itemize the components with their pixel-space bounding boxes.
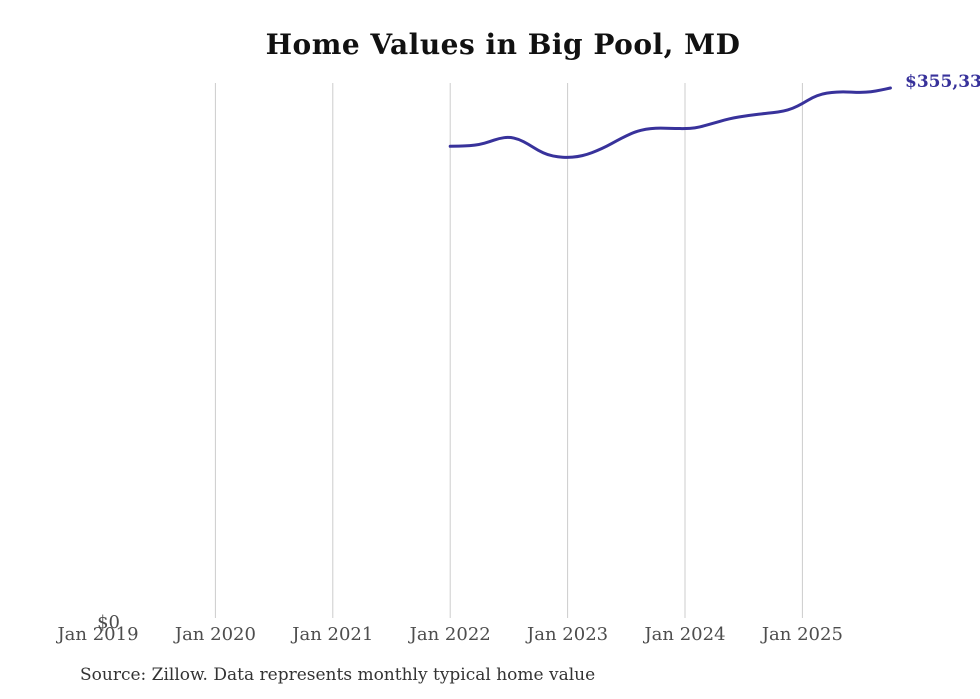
x-tick-label: Jan 2022: [408, 624, 491, 645]
source-note: Source: Zillow. Data represents monthly …: [80, 665, 596, 685]
home-value-line: [448, 86, 892, 159]
end-value-label: $355,333: [905, 72, 980, 92]
y-zero-label: $0: [97, 612, 120, 633]
x-tick-label: Jan 2020: [173, 624, 256, 645]
x-tick-label: Jan 2025: [760, 624, 843, 645]
x-tick-label: Jan 2019: [55, 624, 138, 645]
chart-title: Home Values in Big Pool, MD: [265, 28, 741, 61]
x-tick-label: Jan 2021: [290, 624, 373, 645]
x-tick-label: Jan 2024: [642, 624, 725, 645]
x-tick-label: Jan 2023: [525, 624, 608, 645]
